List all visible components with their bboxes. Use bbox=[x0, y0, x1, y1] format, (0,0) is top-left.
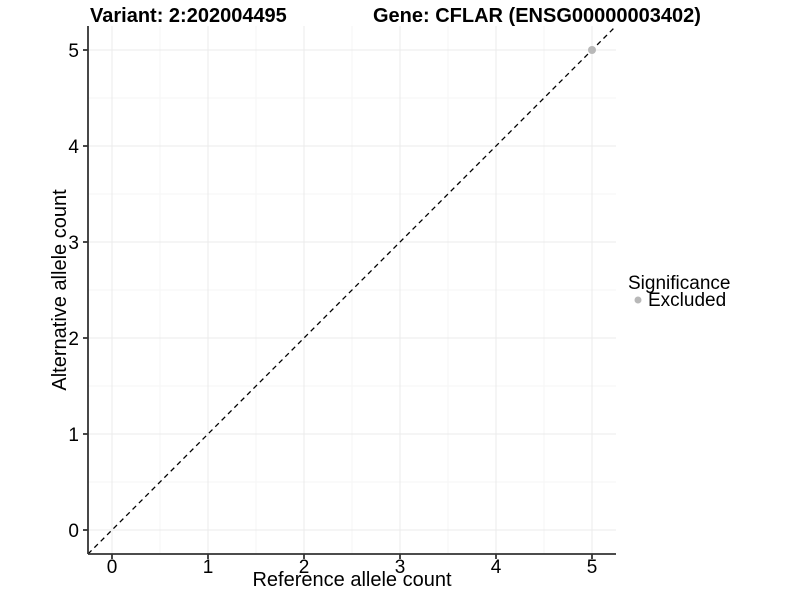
x-tick-label: 5 bbox=[587, 557, 598, 578]
legend-title: Significance bbox=[628, 273, 730, 294]
legend-item-label: Excluded bbox=[648, 290, 726, 311]
y-tick-label: 1 bbox=[68, 425, 79, 446]
y-axis-title: Alternative allele count bbox=[49, 189, 71, 391]
x-tick-label: 4 bbox=[491, 557, 502, 578]
axis-lines bbox=[87, 26, 616, 555]
x-tick-label: 0 bbox=[107, 557, 118, 578]
y-tick-labels: 0 1 2 3 4 5 bbox=[68, 41, 79, 542]
legend: Significance Excluded bbox=[628, 273, 730, 311]
major-gridlines bbox=[88, 26, 616, 554]
y-tick-label: 0 bbox=[68, 521, 79, 542]
identity-line bbox=[87, 25, 617, 555]
x-tick-label: 2 bbox=[299, 557, 310, 578]
legend-marker-excluded-icon bbox=[634, 296, 642, 304]
variant-title: Variant: 2:202004495 bbox=[90, 5, 287, 27]
tick-marks bbox=[83, 49, 593, 559]
gene-title: Gene: CFLAR (ENSG00000003402) bbox=[373, 5, 701, 27]
x-tick-label: 3 bbox=[395, 557, 406, 578]
y-tick-label: 2 bbox=[68, 329, 79, 350]
y-tick-label: 5 bbox=[68, 41, 79, 62]
x-tick-labels: 0 1 2 3 4 5 bbox=[107, 557, 598, 578]
data-point-excluded bbox=[588, 46, 596, 54]
identity-reference-line bbox=[87, 25, 617, 555]
y-tick-label: 3 bbox=[68, 233, 79, 254]
x-tick-label: 1 bbox=[203, 557, 214, 578]
y-tick-label: 4 bbox=[68, 137, 79, 158]
data-points bbox=[588, 46, 596, 54]
x-axis-title: Reference allele count bbox=[252, 569, 451, 591]
